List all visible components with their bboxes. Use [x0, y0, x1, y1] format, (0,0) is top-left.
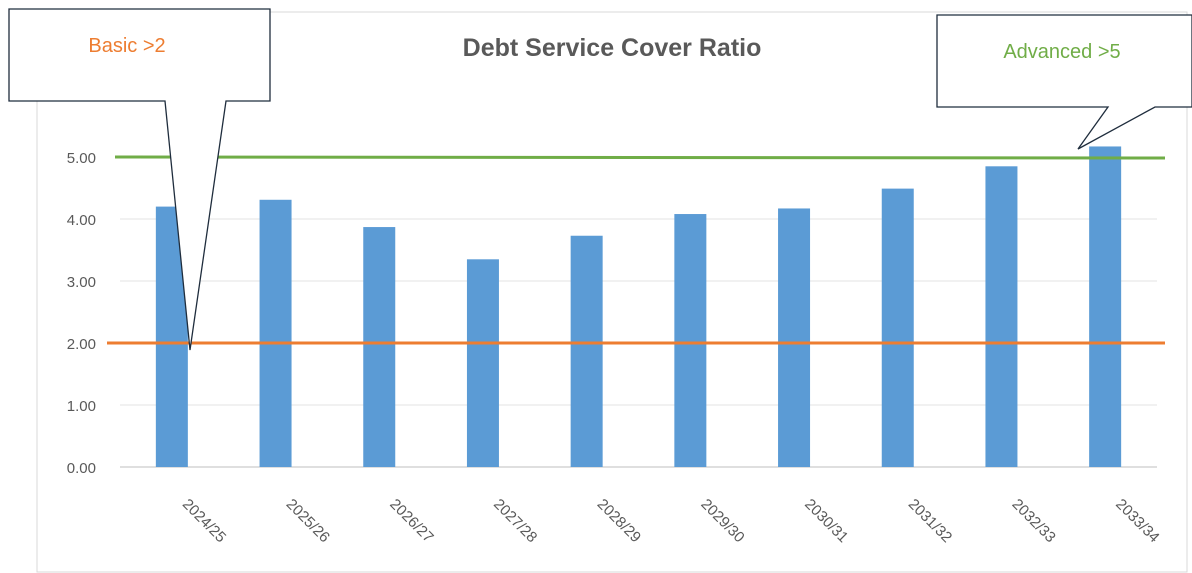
y-tick-label: 1.00: [67, 398, 96, 415]
y-tick-label: 3.00: [67, 274, 96, 291]
basic-callout-shape: [8, 8, 271, 351]
advanced-callout: Advanced >5: [936, 14, 1192, 150]
y-tick-label: 0.00: [67, 460, 96, 477]
bar: [259, 199, 292, 467]
basic-callout: Basic >2: [8, 8, 271, 351]
advanced-callout-shape: [936, 14, 1192, 150]
bar: [466, 259, 499, 467]
y-tick-label: 4.00: [67, 212, 96, 229]
y-tick-label: 5.00: [67, 150, 96, 167]
bar: [363, 227, 396, 467]
basic-callout-label: Basic >2: [88, 35, 165, 57]
bar: [881, 188, 914, 467]
bar: [1089, 146, 1122, 467]
bar: [778, 208, 811, 467]
bar: [985, 166, 1018, 468]
threshold-line: [114, 155, 1166, 160]
chart-title: Debt Service Cover Ratio: [463, 34, 762, 62]
advanced-callout-label: Advanced >5: [1003, 41, 1120, 63]
bar: [674, 214, 707, 467]
bar: [570, 235, 603, 467]
y-tick-label: 2.00: [67, 336, 96, 353]
